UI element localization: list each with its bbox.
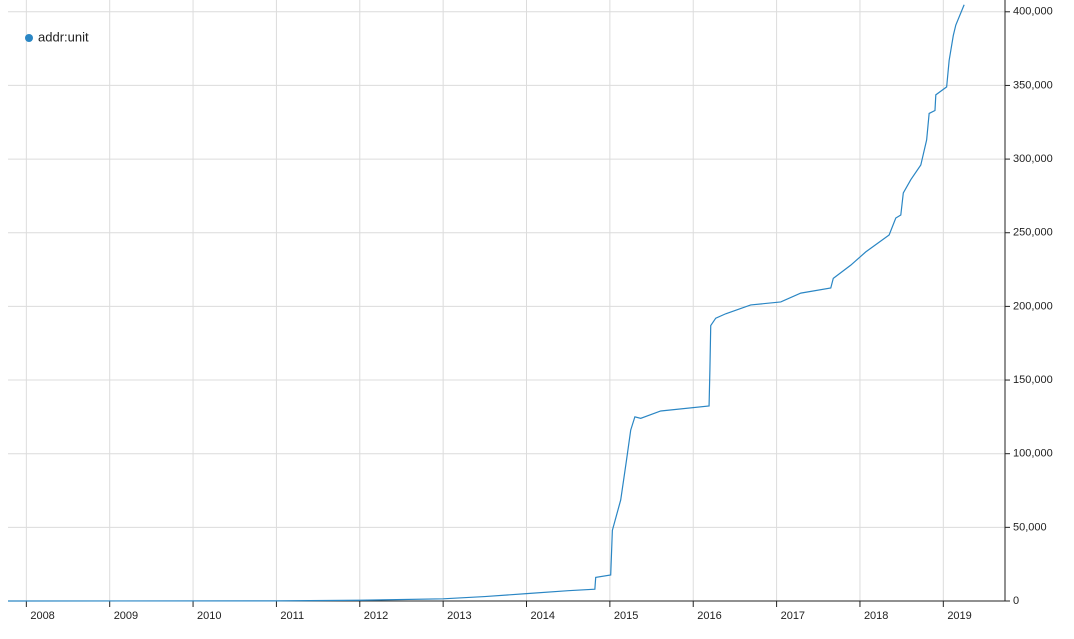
x-tick-label: 2012	[364, 610, 388, 622]
x-tick-label: 2014	[531, 610, 555, 622]
x-tick-label: 2011	[280, 610, 304, 622]
x-tick-label: 2010	[197, 610, 221, 622]
y-tick-label: 100,000	[1013, 448, 1053, 460]
x-tick-label: 2015	[614, 610, 638, 622]
y-tick-label: 350,000	[1013, 79, 1053, 91]
y-tick-label: 400,000	[1013, 6, 1053, 18]
y-tick-label: 0	[1013, 595, 1019, 607]
y-tick-label: 200,000	[1013, 300, 1053, 312]
legend-label: addr:unit	[38, 29, 89, 44]
x-tick-label: 2013	[447, 610, 471, 622]
x-tick-label: 2017	[781, 610, 805, 622]
legend-marker	[25, 34, 33, 42]
series-line	[7, 4, 965, 602]
x-tick-label: 2016	[697, 610, 721, 622]
y-tick-label: 250,000	[1013, 227, 1053, 239]
x-tick-label: 2009	[114, 610, 138, 622]
x-tick-label: 2018	[864, 610, 888, 622]
x-tick-label: 2008	[30, 610, 54, 622]
y-tick-label: 150,000	[1013, 374, 1053, 386]
x-tick-label: 2019	[947, 610, 971, 622]
y-tick-label: 50,000	[1013, 521, 1047, 533]
y-tick-label: 300,000	[1013, 153, 1053, 165]
